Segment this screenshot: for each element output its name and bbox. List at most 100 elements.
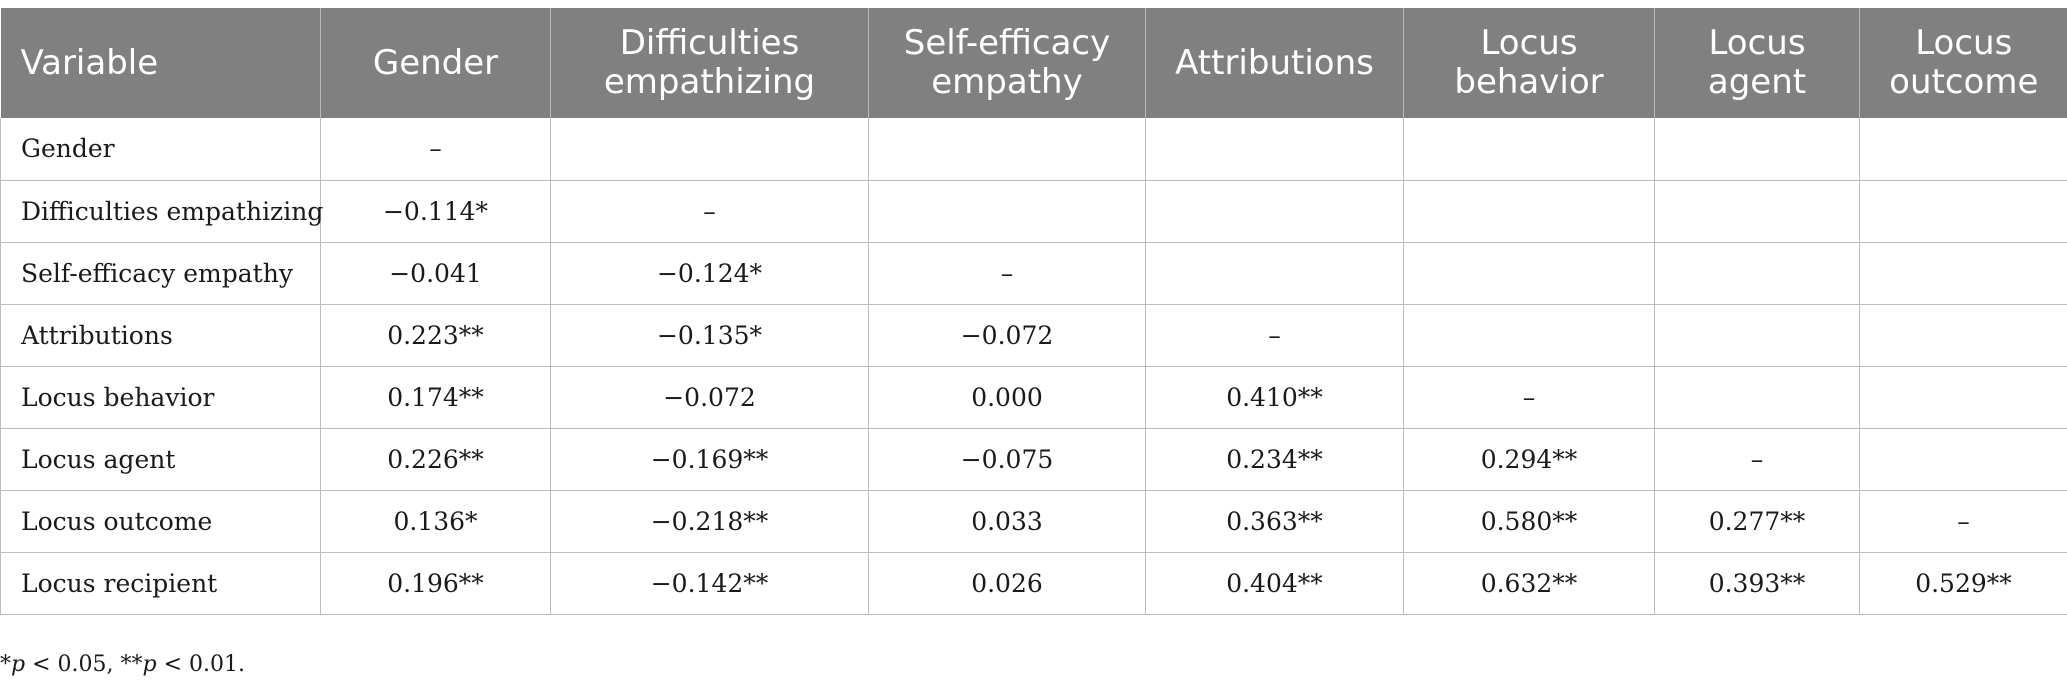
table-cell: – bbox=[868, 241, 1146, 305]
table-cell: 0.033 bbox=[868, 489, 1146, 553]
table-cell bbox=[1145, 179, 1404, 243]
table-cell bbox=[868, 118, 1146, 181]
table-cell: 0.404** bbox=[1145, 551, 1404, 615]
header-locus-outcome: Locus outcome bbox=[1859, 8, 2067, 118]
header-self-efficacy-line2: empathy bbox=[931, 62, 1083, 102]
table-cell: −0.072 bbox=[868, 303, 1146, 367]
table-cell bbox=[1403, 241, 1655, 305]
table-cell bbox=[550, 118, 869, 181]
table-cell bbox=[1859, 427, 2067, 491]
table-cell: – bbox=[1859, 489, 2067, 553]
table-cell: 0.410** bbox=[1145, 365, 1404, 429]
table-cell: 0.026 bbox=[868, 551, 1146, 615]
header-self-efficacy-line1: Self-efficacy bbox=[903, 23, 1111, 63]
table-cell: 0.277** bbox=[1654, 489, 1860, 553]
table-cell bbox=[1654, 365, 1860, 429]
header-locus-behavior: Locus behavior bbox=[1403, 8, 1655, 118]
header-locus-agent: Locus agent bbox=[1654, 8, 1860, 118]
table-cell bbox=[1654, 118, 1860, 181]
footnote-p1: p bbox=[11, 652, 26, 677]
table-row: Difficulties empathizing −0.114* – bbox=[0, 179, 2067, 243]
header-gender: Gender bbox=[320, 8, 551, 118]
row-label: Locus recipient bbox=[0, 551, 321, 615]
table-cell: −0.124* bbox=[550, 241, 869, 305]
table-cell: 0.196** bbox=[320, 551, 551, 615]
table-cell: −0.142** bbox=[550, 551, 869, 615]
row-label: Attributions bbox=[0, 303, 321, 367]
header-gender-line1: Gender bbox=[372, 42, 499, 83]
table-cell bbox=[1145, 241, 1404, 305]
correlation-table: Variable Gender Difficulties empathizing… bbox=[0, 8, 2067, 615]
table-cell: 0.136* bbox=[320, 489, 551, 553]
table-cell bbox=[1403, 118, 1655, 181]
table-cell: – bbox=[1403, 365, 1655, 429]
table-cell: 0.632** bbox=[1403, 551, 1655, 615]
header-difficulties-line2: empathizing bbox=[603, 62, 816, 102]
header-locus-agent-line2: agent bbox=[1707, 62, 1807, 102]
table-cell: −0.041 bbox=[320, 241, 551, 305]
table-cell: 0.580** bbox=[1403, 489, 1655, 553]
header-self-efficacy-empathy: Self-efficacy empathy bbox=[868, 8, 1146, 118]
header-difficulties-line1: Difficulties bbox=[619, 23, 800, 63]
table-cell: −0.072 bbox=[550, 365, 869, 429]
footnote-text1: < 0.05, ** bbox=[25, 652, 143, 677]
table-cell: – bbox=[1654, 427, 1860, 491]
table-cell: – bbox=[1145, 303, 1404, 367]
table-cell bbox=[1403, 179, 1655, 243]
header-variable: Variable bbox=[0, 8, 321, 118]
table-row: Locus behavior 0.174** −0.072 0.000 0.41… bbox=[0, 365, 2067, 429]
table-cell: −0.218** bbox=[550, 489, 869, 553]
table-cell bbox=[1859, 241, 2067, 305]
table-cell: – bbox=[320, 118, 551, 181]
table-row: Self-efficacy empathy −0.041 −0.124* – bbox=[0, 241, 2067, 305]
row-label: Difficulties empathizing bbox=[0, 179, 323, 243]
table-cell bbox=[1859, 303, 2067, 367]
table-cell: 0.393** bbox=[1654, 551, 1860, 615]
table-row: Gender – bbox=[0, 118, 2067, 181]
table-footnote: *p < 0.05, **p < 0.01. bbox=[0, 652, 245, 677]
header-variable-line1: Variable bbox=[20, 42, 159, 83]
header-difficulties-empathizing: Difficulties empathizing bbox=[550, 8, 869, 118]
header-row: Variable Gender Difficulties empathizing… bbox=[0, 8, 2067, 118]
header-locus-outcome-line1: Locus bbox=[1915, 23, 2013, 63]
table-row: Locus outcome 0.136* −0.218** 0.033 0.36… bbox=[0, 489, 2067, 553]
table-cell: – bbox=[550, 179, 869, 243]
header-attributions: Attributions bbox=[1145, 8, 1404, 118]
table-cell: −0.114* bbox=[320, 179, 551, 243]
table-cell: 0.234** bbox=[1145, 427, 1404, 491]
header-locus-behavior-line1: Locus bbox=[1480, 23, 1578, 63]
footnote-p2: p bbox=[142, 652, 157, 677]
row-label: Gender bbox=[0, 118, 321, 181]
table-cell: 0.529** bbox=[1859, 551, 2067, 615]
table-cell bbox=[1654, 241, 1860, 305]
table-row: Locus agent 0.226** −0.169** −0.075 0.23… bbox=[0, 427, 2067, 491]
table-cell: 0.174** bbox=[320, 365, 551, 429]
table-row: Attributions 0.223** −0.135* −0.072 – bbox=[0, 303, 2067, 367]
table-cell bbox=[1403, 303, 1655, 367]
table-cell: 0.363** bbox=[1145, 489, 1404, 553]
table-cell bbox=[1654, 303, 1860, 367]
table-cell: 0.223** bbox=[320, 303, 551, 367]
table-cell: 0.226** bbox=[320, 427, 551, 491]
table-cell: 0.294** bbox=[1403, 427, 1655, 491]
header-locus-agent-line1: Locus bbox=[1708, 23, 1806, 63]
header-locus-outcome-line2: outcome bbox=[1889, 62, 2039, 102]
table-cell bbox=[1859, 118, 2067, 181]
table-cell: −0.075 bbox=[868, 427, 1146, 491]
table-cell bbox=[1859, 365, 2067, 429]
table-cell bbox=[868, 179, 1146, 243]
row-label: Locus outcome bbox=[0, 489, 321, 553]
row-label: Locus agent bbox=[0, 427, 321, 491]
table-cell: −0.169** bbox=[550, 427, 869, 491]
table-cell: 0.000 bbox=[868, 365, 1146, 429]
header-locus-behavior-line2: behavior bbox=[1454, 62, 1604, 102]
table-cell bbox=[1654, 179, 1860, 243]
table-row: Locus recipient 0.196** −0.142** 0.026 0… bbox=[0, 551, 2067, 615]
header-attributions-line1: Attributions bbox=[1175, 42, 1374, 83]
footnote-star: * bbox=[0, 652, 11, 677]
table-cell: −0.135* bbox=[550, 303, 869, 367]
row-label: Locus behavior bbox=[0, 365, 321, 429]
table-cell bbox=[1145, 118, 1404, 181]
table-cell bbox=[1859, 179, 2067, 243]
footnote-text2: < 0.01. bbox=[156, 652, 245, 677]
